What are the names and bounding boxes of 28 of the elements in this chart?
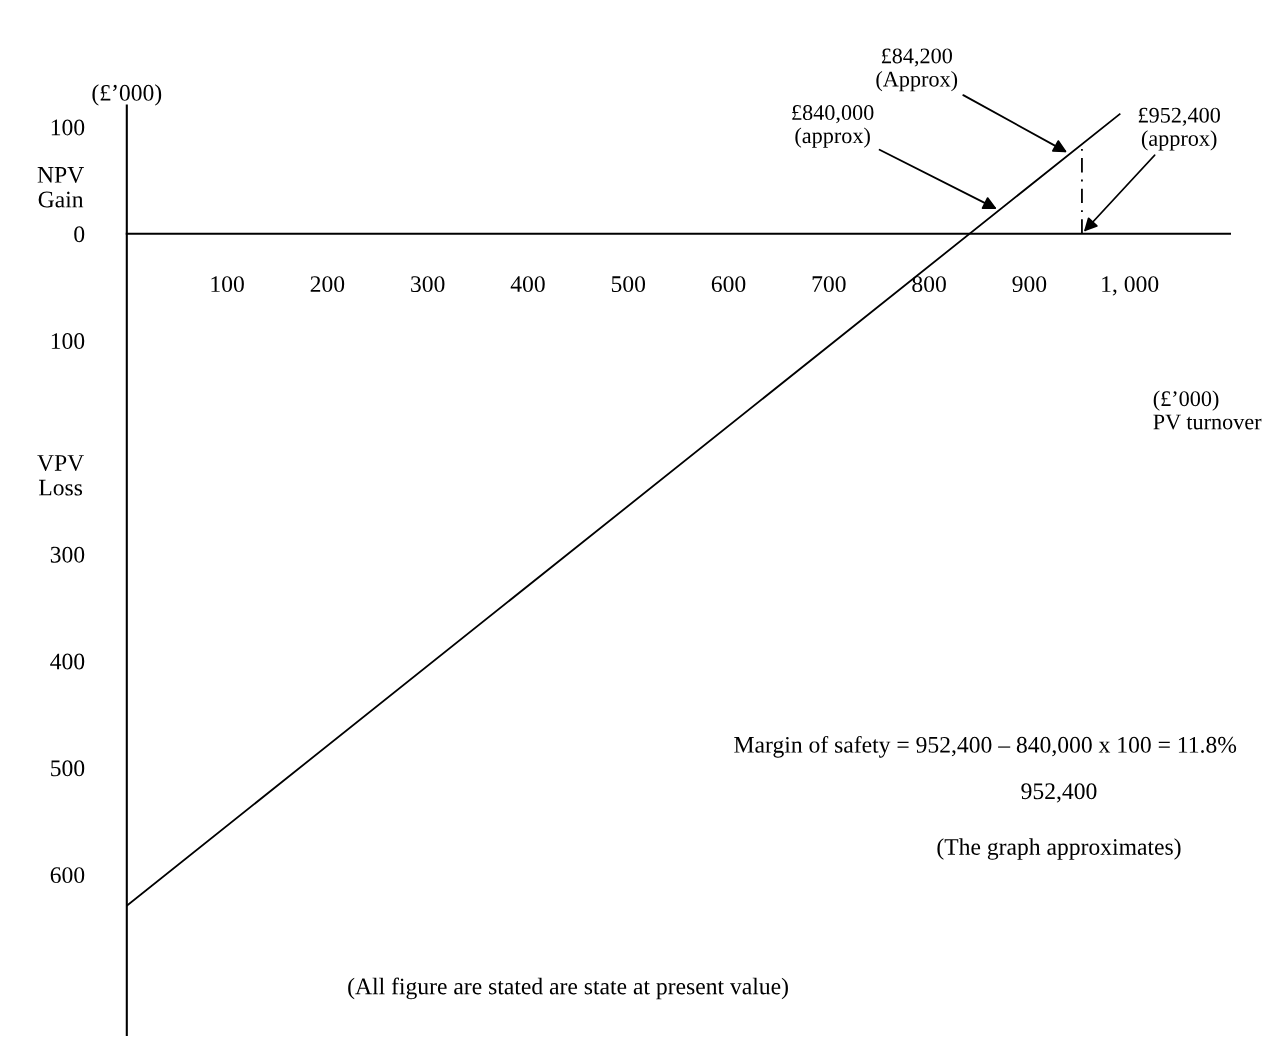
x-tick-label: 300	[411, 276, 445, 293]
annotation: £840,000 (approx)	[792, 105, 874, 148]
y-tick-label: 0	[74, 226, 85, 243]
x-tick-label: 200	[310, 276, 345, 293]
x-tick-label: 1, 000	[1102, 276, 1159, 296]
annotation: Margin of safety = 952,400 – 840,000 x 100 = 11.8%	[734, 735, 1237, 758]
x-tick-label: 400	[510, 276, 545, 293]
text: NPV Gain	[37, 167, 84, 208]
y-tick-label: 400	[50, 653, 85, 670]
x-tick-label: 700	[812, 276, 846, 293]
y-tick-label: 300	[50, 546, 85, 563]
x-tick-label: 800	[912, 276, 946, 293]
annotation: (All figure are stated are state at present value)	[348, 977, 788, 1000]
text: VPV Loss	[37, 455, 84, 496]
annotation: 952,400	[1021, 783, 1097, 803]
annotation: £84,200 (Approx)	[876, 48, 958, 92]
y-tick-label: 600	[50, 867, 85, 884]
y-tick-label: 100	[51, 333, 85, 350]
x-tick-label: 100	[211, 276, 244, 293]
x-axis-title: (£’000) PV turnover	[1153, 390, 1262, 430]
x-tick-label: 600	[711, 276, 746, 293]
annotation: £952,400 (approx)	[1138, 107, 1220, 151]
y-tick-label: 100	[51, 119, 85, 136]
x-tick-label: 500	[611, 276, 646, 293]
y-axis-title: (£’000)	[92, 84, 162, 106]
annotation: (The graph approximates)	[937, 838, 1181, 860]
x-tick-label: 900	[1012, 276, 1047, 293]
y-tick-label: 500	[51, 760, 85, 777]
